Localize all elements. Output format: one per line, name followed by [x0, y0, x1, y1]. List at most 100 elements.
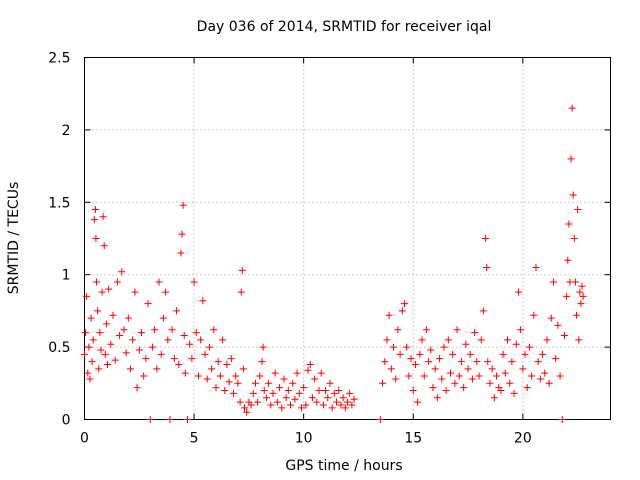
- data-point: [390, 343, 398, 351]
- data-point: [547, 314, 555, 322]
- data-point: [330, 389, 338, 397]
- data-point: [87, 314, 95, 322]
- data-point: [425, 358, 433, 366]
- data-point: [521, 350, 529, 358]
- data-point: [269, 389, 277, 397]
- data-point: [98, 288, 106, 296]
- data-point: [418, 336, 426, 344]
- data-point: [94, 307, 102, 315]
- data-point: [519, 365, 527, 373]
- data-point: [237, 288, 245, 296]
- data-point: [289, 379, 297, 387]
- data-point: [344, 398, 351, 406]
- data-point: [333, 398, 341, 406]
- data-point: [280, 375, 288, 383]
- axis-ticks: 0 5 10 15 20 0 0.5 1 1.5 2 2.5: [48, 51, 611, 447]
- data-point: [567, 155, 575, 163]
- data-point: [563, 292, 571, 300]
- data-point: [414, 398, 422, 406]
- y-tick-label: 2.5: [48, 51, 70, 67]
- data-point: [181, 369, 189, 377]
- data-point: [539, 350, 547, 358]
- data-point: [159, 314, 167, 322]
- data-point: [429, 384, 437, 392]
- data-point: [293, 369, 301, 377]
- data-point: [287, 401, 295, 409]
- x-tick-label: 0: [80, 431, 89, 447]
- data-point: [490, 394, 498, 402]
- data-point: [101, 350, 109, 358]
- data-point: [394, 326, 402, 334]
- data-point: [178, 230, 186, 238]
- data-point: [554, 321, 562, 329]
- data-point: [416, 350, 424, 358]
- data-point: [568, 104, 576, 112]
- data-point: [442, 387, 450, 395]
- data-point: [381, 358, 389, 366]
- data-point: [162, 288, 170, 296]
- data-point: [297, 404, 305, 412]
- data-point: [398, 307, 406, 315]
- data-point: [86, 375, 94, 383]
- data-point: [322, 387, 330, 395]
- data-point: [137, 329, 145, 337]
- data-markers: [81, 104, 587, 423]
- data-point: [170, 355, 178, 363]
- x-tick-label: 5: [190, 431, 199, 447]
- data-point: [385, 311, 393, 319]
- data-point: [488, 365, 496, 373]
- data-point: [120, 326, 128, 334]
- data-point: [127, 365, 135, 373]
- data-point: [210, 326, 218, 334]
- data-point: [528, 372, 536, 380]
- data-point: [205, 343, 213, 351]
- data-point: [168, 326, 176, 334]
- data-point: [379, 379, 387, 387]
- data-point: [190, 278, 198, 286]
- data-point: [192, 329, 200, 337]
- data-point: [282, 394, 290, 402]
- data-point: [552, 355, 560, 363]
- data-point: [499, 350, 507, 358]
- data-point: [517, 326, 525, 334]
- data-point: [468, 375, 476, 383]
- data-point: [483, 263, 491, 271]
- data-point: [569, 191, 577, 199]
- data-point: [541, 369, 549, 377]
- data-point: [232, 372, 240, 380]
- data-point: [82, 329, 90, 337]
- data-point: [151, 326, 159, 334]
- data-point: [238, 266, 246, 274]
- data-point: [575, 336, 583, 344]
- data-point: [212, 384, 220, 392]
- data-point: [223, 360, 231, 368]
- data-point: [249, 389, 257, 397]
- data-point: [302, 401, 310, 409]
- data-point: [571, 278, 579, 286]
- data-point: [556, 372, 564, 380]
- data-point: [440, 343, 448, 351]
- data-point: [444, 336, 452, 344]
- data-point: [99, 213, 107, 221]
- data-point: [90, 216, 98, 224]
- data-point: [221, 387, 229, 395]
- y-tick-label: 0.5: [48, 340, 70, 356]
- data-point: [383, 336, 391, 344]
- data-point: [532, 263, 540, 271]
- data-point: [95, 365, 103, 373]
- data-point: [579, 292, 587, 300]
- data-point: [260, 387, 268, 395]
- data-point: [484, 358, 492, 366]
- data-point: [337, 401, 345, 409]
- data-point: [197, 336, 205, 344]
- data-point: [91, 206, 99, 214]
- data-point: [475, 372, 483, 380]
- data-point: [506, 379, 514, 387]
- data-point: [88, 358, 96, 366]
- data-point: [339, 394, 347, 402]
- data-point: [348, 401, 356, 409]
- data-point: [104, 360, 112, 368]
- data-point: [550, 278, 558, 286]
- data-point: [436, 355, 444, 363]
- data-point: [262, 394, 270, 402]
